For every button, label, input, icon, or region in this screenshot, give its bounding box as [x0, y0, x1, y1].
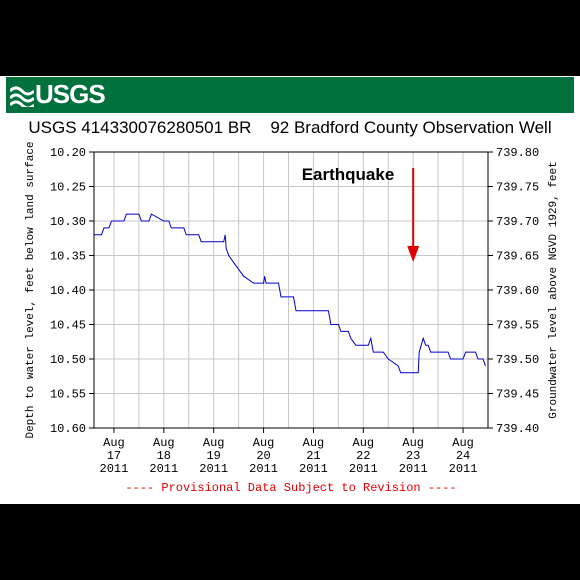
y-left-tick-label: 10.45	[50, 319, 86, 333]
y-left-tick-label: 10.35	[50, 250, 86, 264]
x-tick-label: 20	[256, 449, 270, 463]
x-tick-label: 2011	[299, 462, 328, 476]
x-tick-label: 2011	[199, 462, 228, 476]
x-tick-label: 2011	[449, 462, 478, 476]
x-tick-label: 2011	[349, 462, 378, 476]
x-tick-label: Aug	[402, 436, 424, 450]
usgs-banner: USGS	[6, 77, 574, 113]
x-tick-label: 2011	[149, 462, 178, 476]
y-axis-left-label: Depth to water level, feet below land su…	[25, 141, 37, 438]
y-right-tick-label: 739.65	[496, 250, 539, 264]
y-right-tick-label: 739.70	[496, 215, 539, 229]
ticks-layer: 10.20 739.80 10.25 739.75 10.30 739.70 10.35 73…	[50, 146, 539, 476]
y-left-tick-label: 10.55	[50, 388, 86, 402]
y-right-tick-label: 739.80	[496, 146, 539, 160]
earthquake-arrow-icon	[407, 168, 420, 262]
x-tick-label: 18	[157, 449, 171, 463]
x-tick-label: 21	[306, 449, 320, 463]
x-tick-label: 17	[107, 449, 121, 463]
x-tick-label: Aug	[353, 436, 375, 450]
y-left-tick-label: 10.40	[50, 284, 86, 298]
water-level-series-line	[94, 213, 486, 374]
chart-frame: USGS USGS 414330076280501 BR 92 Bradford…	[0, 76, 580, 504]
x-tick-label: 2011	[249, 462, 278, 476]
y-left-tick-label: 10.20	[50, 146, 86, 160]
grid-layer	[94, 151, 488, 429]
x-tick-label: Aug	[253, 436, 275, 450]
y-right-tick-label: 739.50	[496, 353, 539, 367]
x-tick-label: 24	[456, 449, 470, 463]
x-tick-label: Aug	[103, 436, 125, 450]
x-tick-label: 2011	[399, 462, 428, 476]
usgs-logo-text: USGS	[35, 79, 106, 109]
x-tick-label: 23	[406, 449, 420, 463]
x-tick-label: 22	[356, 449, 370, 463]
x-tick-label: 2011	[100, 462, 129, 476]
y-left-tick-label: 10.25	[50, 181, 86, 195]
x-tick-label: Aug	[452, 436, 474, 450]
x-tick-label: 19	[206, 449, 220, 463]
y-left-tick-label: 10.50	[50, 353, 86, 367]
y-right-tick-label: 739.45	[496, 388, 539, 402]
x-tick-label: Aug	[153, 436, 175, 450]
x-tick-label: Aug	[203, 436, 225, 450]
x-tick-label: Aug	[303, 436, 325, 450]
y-right-tick-label: 739.60	[496, 284, 539, 298]
y-right-tick-label: 739.75	[496, 181, 539, 195]
provisional-data-note: ---- Provisional Data Subject to Revisio…	[125, 481, 456, 495]
usgs-wave-icon	[10, 83, 34, 107]
y-left-tick-label: 10.30	[50, 215, 86, 229]
y-right-tick-label: 739.40	[496, 422, 539, 436]
chart-title: USGS 414330076280501 BR 92 Bradford Coun…	[28, 118, 552, 137]
y-left-tick-label: 10.60	[50, 422, 86, 436]
y-axis-right-label: Groundwater level above NGVD 1929, feet	[548, 161, 560, 418]
hydrograph-chart: 10.20 739.80 10.25 739.75 10.30 739.70 10.35 73…	[25, 141, 560, 495]
earthquake-annotation: Earthquake	[302, 165, 395, 184]
y-right-tick-label: 739.55	[496, 319, 539, 333]
